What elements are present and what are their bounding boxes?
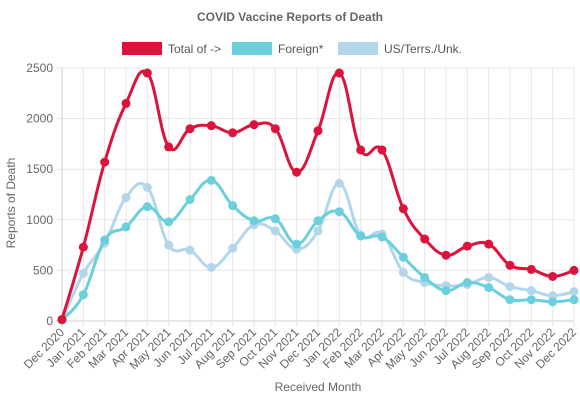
data-point[interactable]	[100, 235, 110, 245]
data-point[interactable]	[185, 245, 195, 255]
data-point[interactable]	[206, 175, 216, 185]
data-point[interactable]	[164, 240, 174, 250]
data-point[interactable]	[356, 231, 366, 241]
data-point[interactable]	[420, 272, 430, 282]
legend-swatch	[232, 42, 272, 55]
data-point[interactable]	[164, 142, 174, 152]
data-point[interactable]	[121, 222, 131, 232]
data-point[interactable]	[569, 287, 579, 297]
data-point[interactable]	[462, 278, 472, 288]
data-point[interactable]	[420, 234, 430, 244]
data-point[interactable]	[185, 124, 195, 134]
legend-label: Foreign*	[278, 42, 324, 56]
data-point[interactable]	[142, 68, 152, 78]
data-point[interactable]	[526, 295, 536, 305]
data-point[interactable]	[356, 145, 366, 155]
legend-swatch	[338, 42, 378, 55]
y-axis-title: Reports of Death	[4, 158, 18, 249]
data-point[interactable]	[270, 214, 280, 224]
data-point[interactable]	[334, 178, 344, 188]
data-point[interactable]	[548, 271, 558, 281]
x-axis-title: Received Month	[275, 380, 362, 394]
data-point[interactable]	[121, 98, 131, 108]
data-point[interactable]	[270, 124, 280, 134]
data-point[interactable]	[505, 295, 515, 305]
data-point[interactable]	[569, 295, 579, 305]
data-point[interactable]	[100, 157, 110, 167]
data-point[interactable]	[505, 260, 515, 270]
data-point[interactable]	[334, 68, 344, 78]
data-point[interactable]	[228, 201, 238, 211]
series-group	[57, 178, 579, 325]
data-point[interactable]	[505, 282, 515, 292]
data-point[interactable]	[185, 195, 195, 205]
data-point[interactable]	[292, 167, 302, 177]
data-point[interactable]	[484, 239, 494, 249]
data-point[interactable]	[313, 226, 323, 236]
y-tick-label: 0	[46, 314, 53, 328]
series-group	[57, 68, 579, 324]
data-point[interactable]	[142, 202, 152, 212]
grid	[56, 67, 575, 327]
legend-swatch	[122, 42, 162, 55]
data-point[interactable]	[377, 145, 387, 155]
legend-label: Total of ->	[168, 42, 221, 56]
data-point[interactable]	[142, 182, 152, 192]
data-point[interactable]	[398, 204, 408, 214]
data-point[interactable]	[569, 265, 579, 275]
data-point[interactable]	[78, 290, 88, 300]
series-group	[57, 175, 579, 325]
data-point[interactable]	[377, 232, 387, 242]
data-point[interactable]	[78, 242, 88, 252]
data-point[interactable]	[398, 267, 408, 277]
data-point[interactable]	[78, 268, 88, 278]
data-point[interactable]	[462, 241, 472, 251]
data-point[interactable]	[484, 272, 494, 282]
data-point[interactable]	[164, 217, 174, 227]
data-point[interactable]	[441, 286, 451, 296]
data-point[interactable]	[228, 243, 238, 253]
data-point[interactable]	[121, 193, 131, 203]
data-point[interactable]	[228, 128, 238, 138]
series-layer	[57, 68, 579, 325]
y-tick-label: 1500	[26, 162, 53, 176]
data-point[interactable]	[313, 126, 323, 136]
data-point[interactable]	[270, 226, 280, 236]
data-point[interactable]	[206, 262, 216, 272]
legend-item[interactable]: US/Terrs./Unk.	[338, 42, 462, 56]
legend: Total of -> Foreign* US/Terrs./Unk.	[122, 42, 462, 56]
y-tick-label: 2000	[26, 112, 53, 126]
data-point[interactable]	[292, 239, 302, 249]
y-tick-label: 1000	[26, 213, 53, 227]
y-tick-label: 500	[33, 263, 53, 277]
data-point[interactable]	[526, 264, 536, 274]
y-tick-label: 2500	[26, 61, 53, 75]
data-point[interactable]	[249, 216, 259, 226]
data-point[interactable]	[249, 120, 259, 130]
data-point[interactable]	[206, 121, 216, 131]
legend-item[interactable]: Foreign*	[232, 42, 324, 56]
chart-title: COVID Vaccine Reports of Death	[197, 10, 383, 24]
data-point[interactable]	[313, 216, 323, 226]
data-point[interactable]	[441, 250, 451, 260]
data-point[interactable]	[398, 252, 408, 262]
data-point[interactable]	[526, 286, 536, 296]
data-point[interactable]	[57, 314, 67, 324]
y-axis-ticks: 0 500 1000 1500 2000 2500	[26, 61, 53, 328]
data-point[interactable]	[548, 297, 558, 307]
data-point[interactable]	[334, 207, 344, 217]
legend-label: US/Terrs./Unk.	[384, 42, 462, 56]
legend-item[interactable]: Total of ->	[122, 42, 221, 56]
data-point[interactable]	[484, 283, 494, 293]
